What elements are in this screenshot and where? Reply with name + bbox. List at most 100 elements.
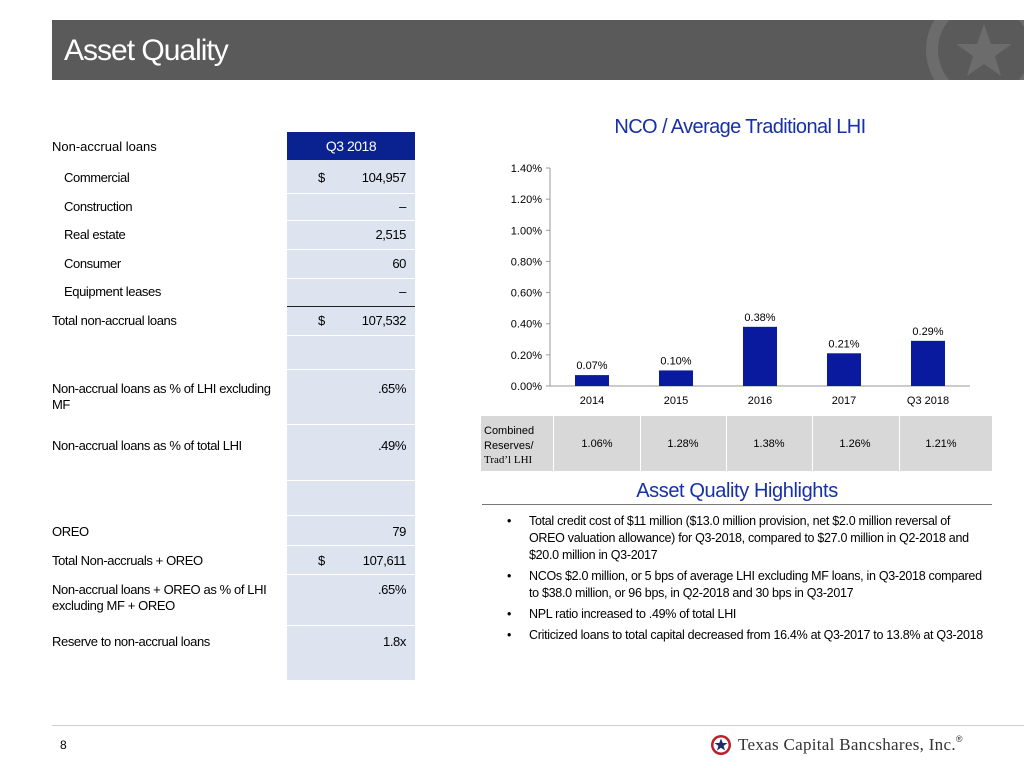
- row-value-nonaccrual-oreo-pct: .65%: [377, 582, 406, 597]
- reserve-value-q3-2018: 1.21%: [925, 438, 957, 450]
- row-divider: [287, 625, 415, 626]
- highlight-text: NCOs $2.0 million, or 5 bps of average L…: [529, 569, 982, 600]
- company-logo: Texas Capital Bancshares, Inc. ®: [710, 734, 963, 756]
- reserves-label-line3: Trad’l LHI: [484, 454, 533, 466]
- page-number: 8: [60, 738, 67, 752]
- highlights-rule: [482, 504, 992, 505]
- row-value-consumer: 60: [392, 256, 406, 271]
- highlight-item: • NCOs $2.0 million, or 5 bps of average …: [507, 568, 987, 602]
- row-value-equipment-leases: –: [399, 284, 406, 299]
- nonaccrual-table-title: Non-accrual loans: [52, 139, 157, 154]
- bullet: •: [507, 514, 512, 528]
- y-tick-label: 0.00%: [511, 381, 542, 393]
- reserves-label-line2: Reserves/: [484, 440, 534, 452]
- row-label-commercial: Commercial: [64, 170, 130, 185]
- bar: [743, 326, 777, 386]
- y-tick-label: 0.20%: [511, 350, 542, 362]
- x-tick-label: 2017: [832, 395, 856, 407]
- row-dollar-total-plus-oreo: $: [318, 553, 326, 568]
- reserve-divider: [640, 416, 641, 471]
- bar-value-label: 0.10%: [660, 355, 691, 367]
- row-divider: [287, 249, 415, 250]
- value-column-background: [287, 160, 415, 680]
- star-seal-icon: [926, 20, 1024, 80]
- row-value-pct-lhi-excl-mf: .65%: [377, 381, 406, 396]
- row-divider: [287, 335, 415, 336]
- row-value-pct-total-lhi: .49%: [377, 438, 406, 453]
- bullet: •: [507, 569, 512, 583]
- highlight-item: • Criticized loans to total capital decre…: [507, 627, 987, 644]
- logo-trademark: ®: [955, 734, 963, 744]
- highlight-text: Criticized loans to total capital decrea…: [529, 628, 983, 642]
- reserve-divider: [726, 416, 727, 471]
- row-label-reserve-ratio: Reserve to non-accrual loans: [52, 634, 210, 649]
- row-divider: [287, 515, 415, 516]
- x-tick-label: 2015: [664, 395, 688, 407]
- highlights-title: Asset Quality Highlights: [636, 480, 838, 502]
- row-label-total-plus-oreo: Total Non-accruals + OREO: [52, 553, 203, 568]
- row-label-pct-total-lhi: Non-accrual loans as % of total LHI: [52, 438, 242, 453]
- highlight-item: • NPL ratio increased to .49% of total LH…: [507, 606, 987, 623]
- row-divider: [287, 480, 415, 481]
- row-dollar-total-nonaccrual: $: [318, 313, 326, 328]
- highlights-list: • Total credit cost of $11 million ($13.0…: [507, 513, 987, 648]
- y-tick-label: 0.80%: [511, 256, 542, 268]
- row-divider: [287, 424, 415, 425]
- row-label-equipment-leases: Equipment leases: [64, 284, 161, 299]
- slide-header: Asset Quality: [0, 0, 1024, 86]
- reserve-divider: [553, 416, 554, 471]
- highlight-text: NPL ratio increased to .49% of total LHI: [529, 607, 737, 621]
- footer-rule: [52, 725, 1024, 726]
- y-tick-label: 1.40%: [511, 163, 542, 175]
- page-title: Asset Quality: [64, 34, 229, 67]
- reserve-value-2017: 1.26%: [839, 438, 871, 450]
- reserve-value-2016: 1.38%: [753, 438, 785, 450]
- bar: [575, 375, 609, 386]
- x-tick-label: 2016: [748, 395, 772, 407]
- x-tick-label: 2014: [580, 395, 604, 407]
- bullet: •: [507, 628, 512, 642]
- y-tick-label: 1.00%: [511, 225, 542, 237]
- row-value-construction: –: [399, 199, 406, 214]
- reserve-value-2015: 1.28%: [667, 438, 699, 450]
- row-divider: [287, 369, 415, 370]
- total-divider: [287, 306, 415, 307]
- row-divider: [287, 278, 415, 279]
- logo-text: Texas Capital Bancshares, Inc.: [738, 735, 956, 754]
- reserves-table: [481, 416, 992, 471]
- row-value-reserve-ratio: 1.8x: [383, 634, 406, 649]
- highlight-item: • Total credit cost of $11 million ($13.0…: [507, 513, 987, 564]
- row-dollar-commercial: $: [318, 170, 326, 185]
- row-value-real-estate: 2,515: [375, 227, 406, 242]
- y-tick-label: 0.60%: [511, 288, 542, 300]
- bar: [827, 353, 861, 386]
- y-tick-label: 1.20%: [511, 194, 542, 206]
- row-label-nonaccrual-oreo-pct: Non-accrual loans + OREO as % of LHI exc…: [52, 582, 267, 613]
- row-label-total-nonaccrual: Total non-accrual loans: [52, 313, 177, 328]
- row-label-real-estate: Real estate: [64, 227, 126, 242]
- row-label-pct-lhi-excl-mf: Non-accrual loans as % of LHI excluding …: [52, 381, 271, 412]
- highlight-text: Total credit cost of $11 million ($13.0 …: [529, 514, 969, 562]
- bar-value-label: 0.21%: [828, 338, 859, 350]
- reserve-divider: [812, 416, 813, 471]
- column-header: Q3 2018: [287, 132, 415, 160]
- row-value-commercial: 104,957: [361, 170, 407, 185]
- bar-value-label: 0.07%: [576, 360, 607, 372]
- row-label-consumer: Consumer: [64, 256, 121, 271]
- row-label-oreo: OREO: [52, 524, 89, 539]
- chart-title: NCO / Average Traditional LHI: [614, 116, 866, 138]
- star-seal-icon: [711, 735, 731, 755]
- bar: [911, 340, 945, 386]
- reserve-value-2014: 1.06%: [581, 438, 613, 450]
- row-value-total-plus-oreo: 107,611: [362, 553, 407, 568]
- reserves-label: Combined Reserves/: [484, 424, 534, 454]
- bullet: •: [507, 607, 512, 621]
- y-tick-label: 0.40%: [511, 319, 542, 331]
- row-value-total-nonaccrual: 107,532: [361, 313, 407, 328]
- x-tick-label: Q3 2018: [907, 395, 949, 407]
- bar-value-label: 0.38%: [744, 312, 775, 324]
- bar: [659, 370, 693, 386]
- title-bar: Asset Quality: [52, 20, 1024, 80]
- row-divider: [287, 545, 415, 546]
- reserve-divider: [899, 416, 900, 471]
